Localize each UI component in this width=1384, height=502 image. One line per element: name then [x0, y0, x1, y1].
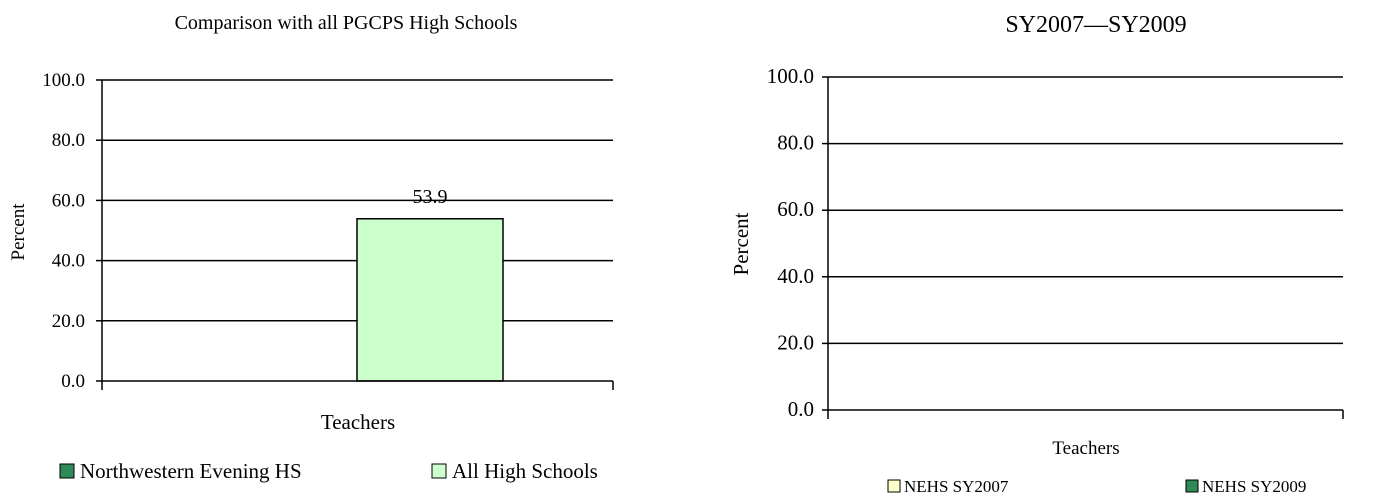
left-chart: Comparison with all PGCPS High Schools 0…	[8, 12, 614, 483]
left-data-labels: 53.9	[413, 186, 448, 208]
right-chart-title: SY2007—SY2009	[1005, 12, 1186, 38]
right-legend: NEHS SY2007 NEHS SY2009	[887, 477, 1306, 496]
left-bars	[356, 218, 504, 382]
legend-label-northwestern: Northwestern Evening HS	[80, 459, 302, 483]
y-tick-label: 100.0	[42, 70, 85, 91]
legend-swatch-northwestern	[59, 463, 75, 479]
right-y-tick-labels: 0.0 20.0 40.0 60.0 80.0 100.0	[767, 64, 828, 421]
y-tick-label: 80.0	[52, 130, 85, 151]
legend-label-nehs-sy2007: NEHS SY2007	[904, 477, 1009, 496]
y-tick-label: 20.0	[777, 330, 814, 354]
legend-swatch-nehs-sy2007	[887, 479, 901, 493]
y-tick-label: 60.0	[777, 197, 814, 221]
legend-label-all-high-schools: All High Schools	[452, 459, 598, 483]
left-legend: Northwestern Evening HS All High Schools	[59, 459, 598, 483]
left-y-axis-title: Percent	[8, 203, 29, 261]
y-tick-label: 80.0	[777, 131, 814, 155]
bar-data-label: 53.9	[413, 186, 448, 208]
bar	[356, 218, 504, 382]
right-gridlines	[827, 76, 1343, 410]
left-y-tick-labels: 0.0 20.0 40.0 60.0 80.0 100.0	[42, 70, 102, 392]
y-tick-label: 0.0	[788, 397, 814, 421]
y-tick-label: 100.0	[767, 64, 814, 88]
right-category-label: Teachers	[1052, 438, 1119, 459]
left-gridlines	[101, 79, 613, 381]
y-tick-label: 60.0	[52, 190, 85, 211]
left-category-label: Teachers	[321, 410, 395, 434]
legend-label-nehs-sy2009: NEHS SY2009	[1202, 477, 1306, 496]
left-chart-title: Comparison with all PGCPS High Schools	[175, 12, 518, 34]
y-tick-label: 0.0	[61, 371, 85, 392]
y-tick-label: 40.0	[52, 251, 85, 272]
right-chart: SY2007—SY2009 0.0 20.0 40.0 60.0 80.0 100.0 P…	[729, 12, 1344, 496]
legend-swatch-all-high-schools	[431, 463, 447, 479]
right-y-axis-title: Percent	[729, 212, 753, 275]
y-tick-label: 20.0	[52, 311, 85, 332]
y-tick-label: 40.0	[777, 264, 814, 288]
legend-swatch-nehs-sy2009	[1185, 479, 1199, 493]
